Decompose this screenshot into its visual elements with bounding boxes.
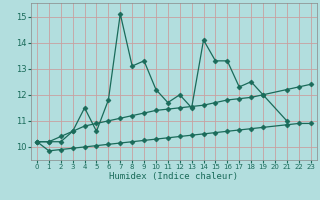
X-axis label: Humidex (Indice chaleur): Humidex (Indice chaleur) — [109, 172, 238, 181]
